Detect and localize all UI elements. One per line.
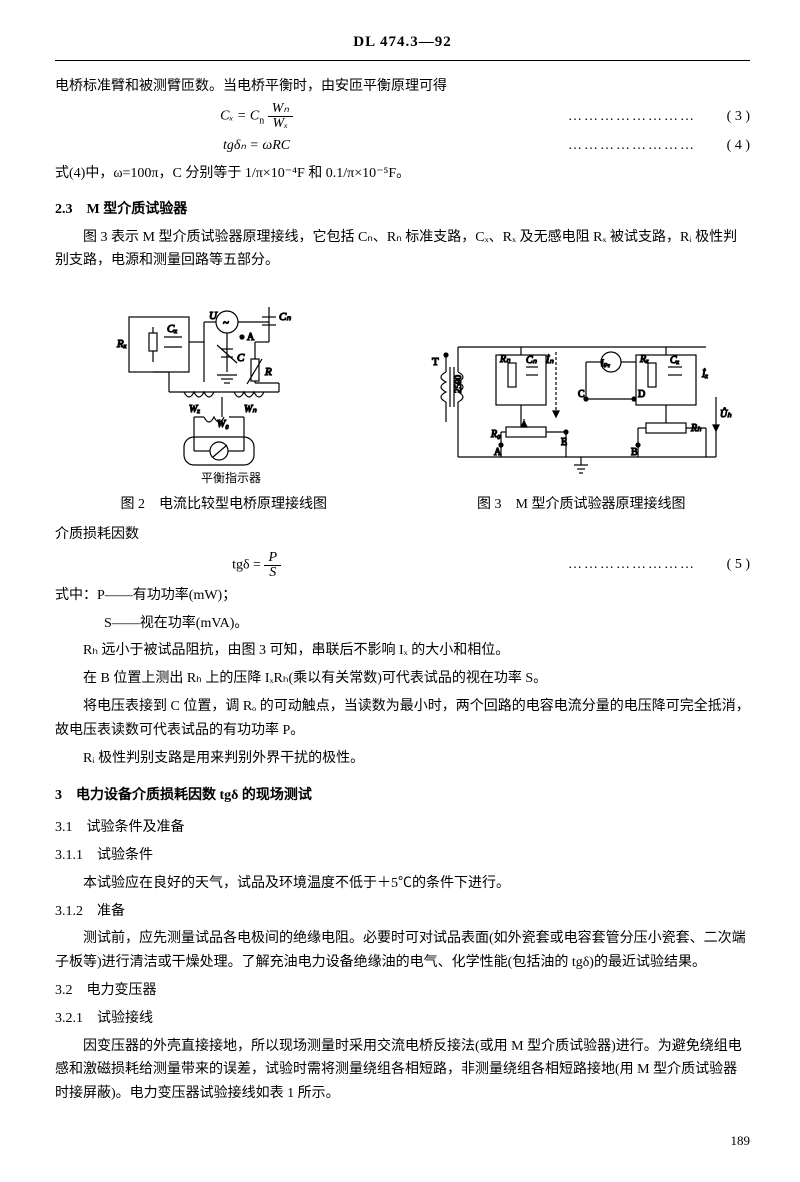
svg-text:T: T <box>432 356 439 368</box>
section-3-1-1-body: 本试验应在良好的天气，试品及环境温度不低于＋5℃的条件下进行。 <box>55 872 750 896</box>
svg-text:~: ~ <box>223 317 229 329</box>
svg-text:Cₙ: Cₙ <box>526 355 538 366</box>
svg-text:D: D <box>638 389 645 400</box>
svg-text:C: C <box>237 352 245 364</box>
section-3-1-1: 3.1.1 试验条件 <box>55 844 750 868</box>
balance-indicator-label: 平衡指示器 <box>201 470 261 485</box>
svg-text:Ůₕ: Ůₕ <box>720 407 732 420</box>
svg-text:R₀: R₀ <box>490 429 501 440</box>
section-3-1-2-body: 测试前，应先测量试品各电极间的绝缘电阻。必要时可对试品表面(如外瓷套或电容套管分… <box>55 927 750 975</box>
section-2-3-body: 图 3 表示 M 型介质试验器原理接线，它包括 Cₙ、Rₙ 标准支路，Cₓ、Rₓ… <box>55 226 750 274</box>
intro-text: 电桥标准臂和被测臂匝数。当电桥平衡时，由安匝平衡原理可得 <box>55 75 750 99</box>
section-3-2-1-body: 因变压器的外壳直接接地，所以现场测量时采用交流电桥反接法(或用 M 型介质试验器… <box>55 1035 750 1106</box>
svg-text:A: A <box>247 332 255 343</box>
svg-text:Iₚᵣ: Iₚᵣ <box>601 358 610 368</box>
figure-2-caption: 图 2 电流比较型电桥原理接线图 <box>55 493 393 517</box>
section-3-1: 3.1 试验条件及准备 <box>55 816 750 840</box>
equation-4: tgδₙ = ωRC …………………… ( 4 ) <box>55 134 750 158</box>
svg-text:İₓ: İₓ <box>701 368 708 380</box>
svg-text:Wₙ: Wₙ <box>244 404 257 415</box>
doc-header: DL 474.3—92 <box>55 30 750 61</box>
page-number: 189 <box>55 1130 750 1152</box>
figure-3-caption: 图 3 M 型介质试验器原理接线图 <box>413 493 751 517</box>
svg-text:İₙ: İₙ <box>545 354 554 366</box>
loss-factor-label: 介质损耗因数 <box>55 523 750 547</box>
figure-2: Rₓ Cₓ ~ U Cₙ <box>55 287 393 517</box>
figure-row: Rₓ Cₓ ~ U Cₙ <box>55 287 750 517</box>
equation-3: Cₓ = Cn WₙWₓ …………………… ( 3 ) <box>55 102 750 131</box>
svg-text:Cₙ: Cₙ <box>279 311 291 323</box>
figure-3: T 2500 Rₙ Cₙ İₙ <box>413 327 751 517</box>
p-ri: Rᵢ 极性判别支路是用来判别外界干扰的极性。 <box>55 747 750 771</box>
equation-5: tgδ = PS …………………… ( 5 ) <box>55 551 750 580</box>
eq4-note: 式(4)中，ω=100π，C 分别等于 1/π×10⁻⁴F 和 0.1/π×10… <box>55 162 750 186</box>
svg-text:W₀: W₀ <box>217 419 229 430</box>
svg-text:Wₓ: Wₓ <box>189 404 200 415</box>
section-3-2-1: 3.2.1 试验接线 <box>55 1007 750 1031</box>
section-2-3-title: 2.3 M 型介质试验器 <box>55 198 750 222</box>
section-3-1-2: 3.1.2 准备 <box>55 900 750 924</box>
svg-text:Rₓ: Rₓ <box>639 354 649 365</box>
svg-text:U: U <box>209 310 218 322</box>
svg-text:C: C <box>578 389 585 400</box>
svg-text:R: R <box>264 366 272 378</box>
svg-text:B: B <box>631 447 638 458</box>
svg-text:Cₓ: Cₓ <box>167 323 177 335</box>
p-b: 在 B 位置上测出 Rₕ 上的压降 IₓRₕ(乘以有关常数)可代表试品的视在功率… <box>55 667 750 691</box>
section-3-2: 3.2 电力变压器 <box>55 979 750 1003</box>
svg-text:Rₓ: Rₓ <box>116 338 127 350</box>
p-c: 将电压表接到 C 位置，调 Rₒ 的可动触点，当读数为最小时，两个回路的电容电流… <box>55 695 750 743</box>
svg-text:2500: 2500 <box>453 375 463 394</box>
where-p: 式中：P——有功功率(mW)； <box>55 584 750 608</box>
where-s: S——视在功率(mVA)。 <box>55 612 750 636</box>
svg-text:Cₓ: Cₓ <box>670 355 680 366</box>
p-rb: Rₕ 远小于被试品阻抗，由图 3 可知，串联后不影响 Iₓ 的大小和相位。 <box>55 639 750 663</box>
section-3-title: 3 电力设备介质损耗因数 tgδ 的现场测试 <box>55 784 750 808</box>
svg-text:Rₙ: Rₙ <box>499 354 511 365</box>
